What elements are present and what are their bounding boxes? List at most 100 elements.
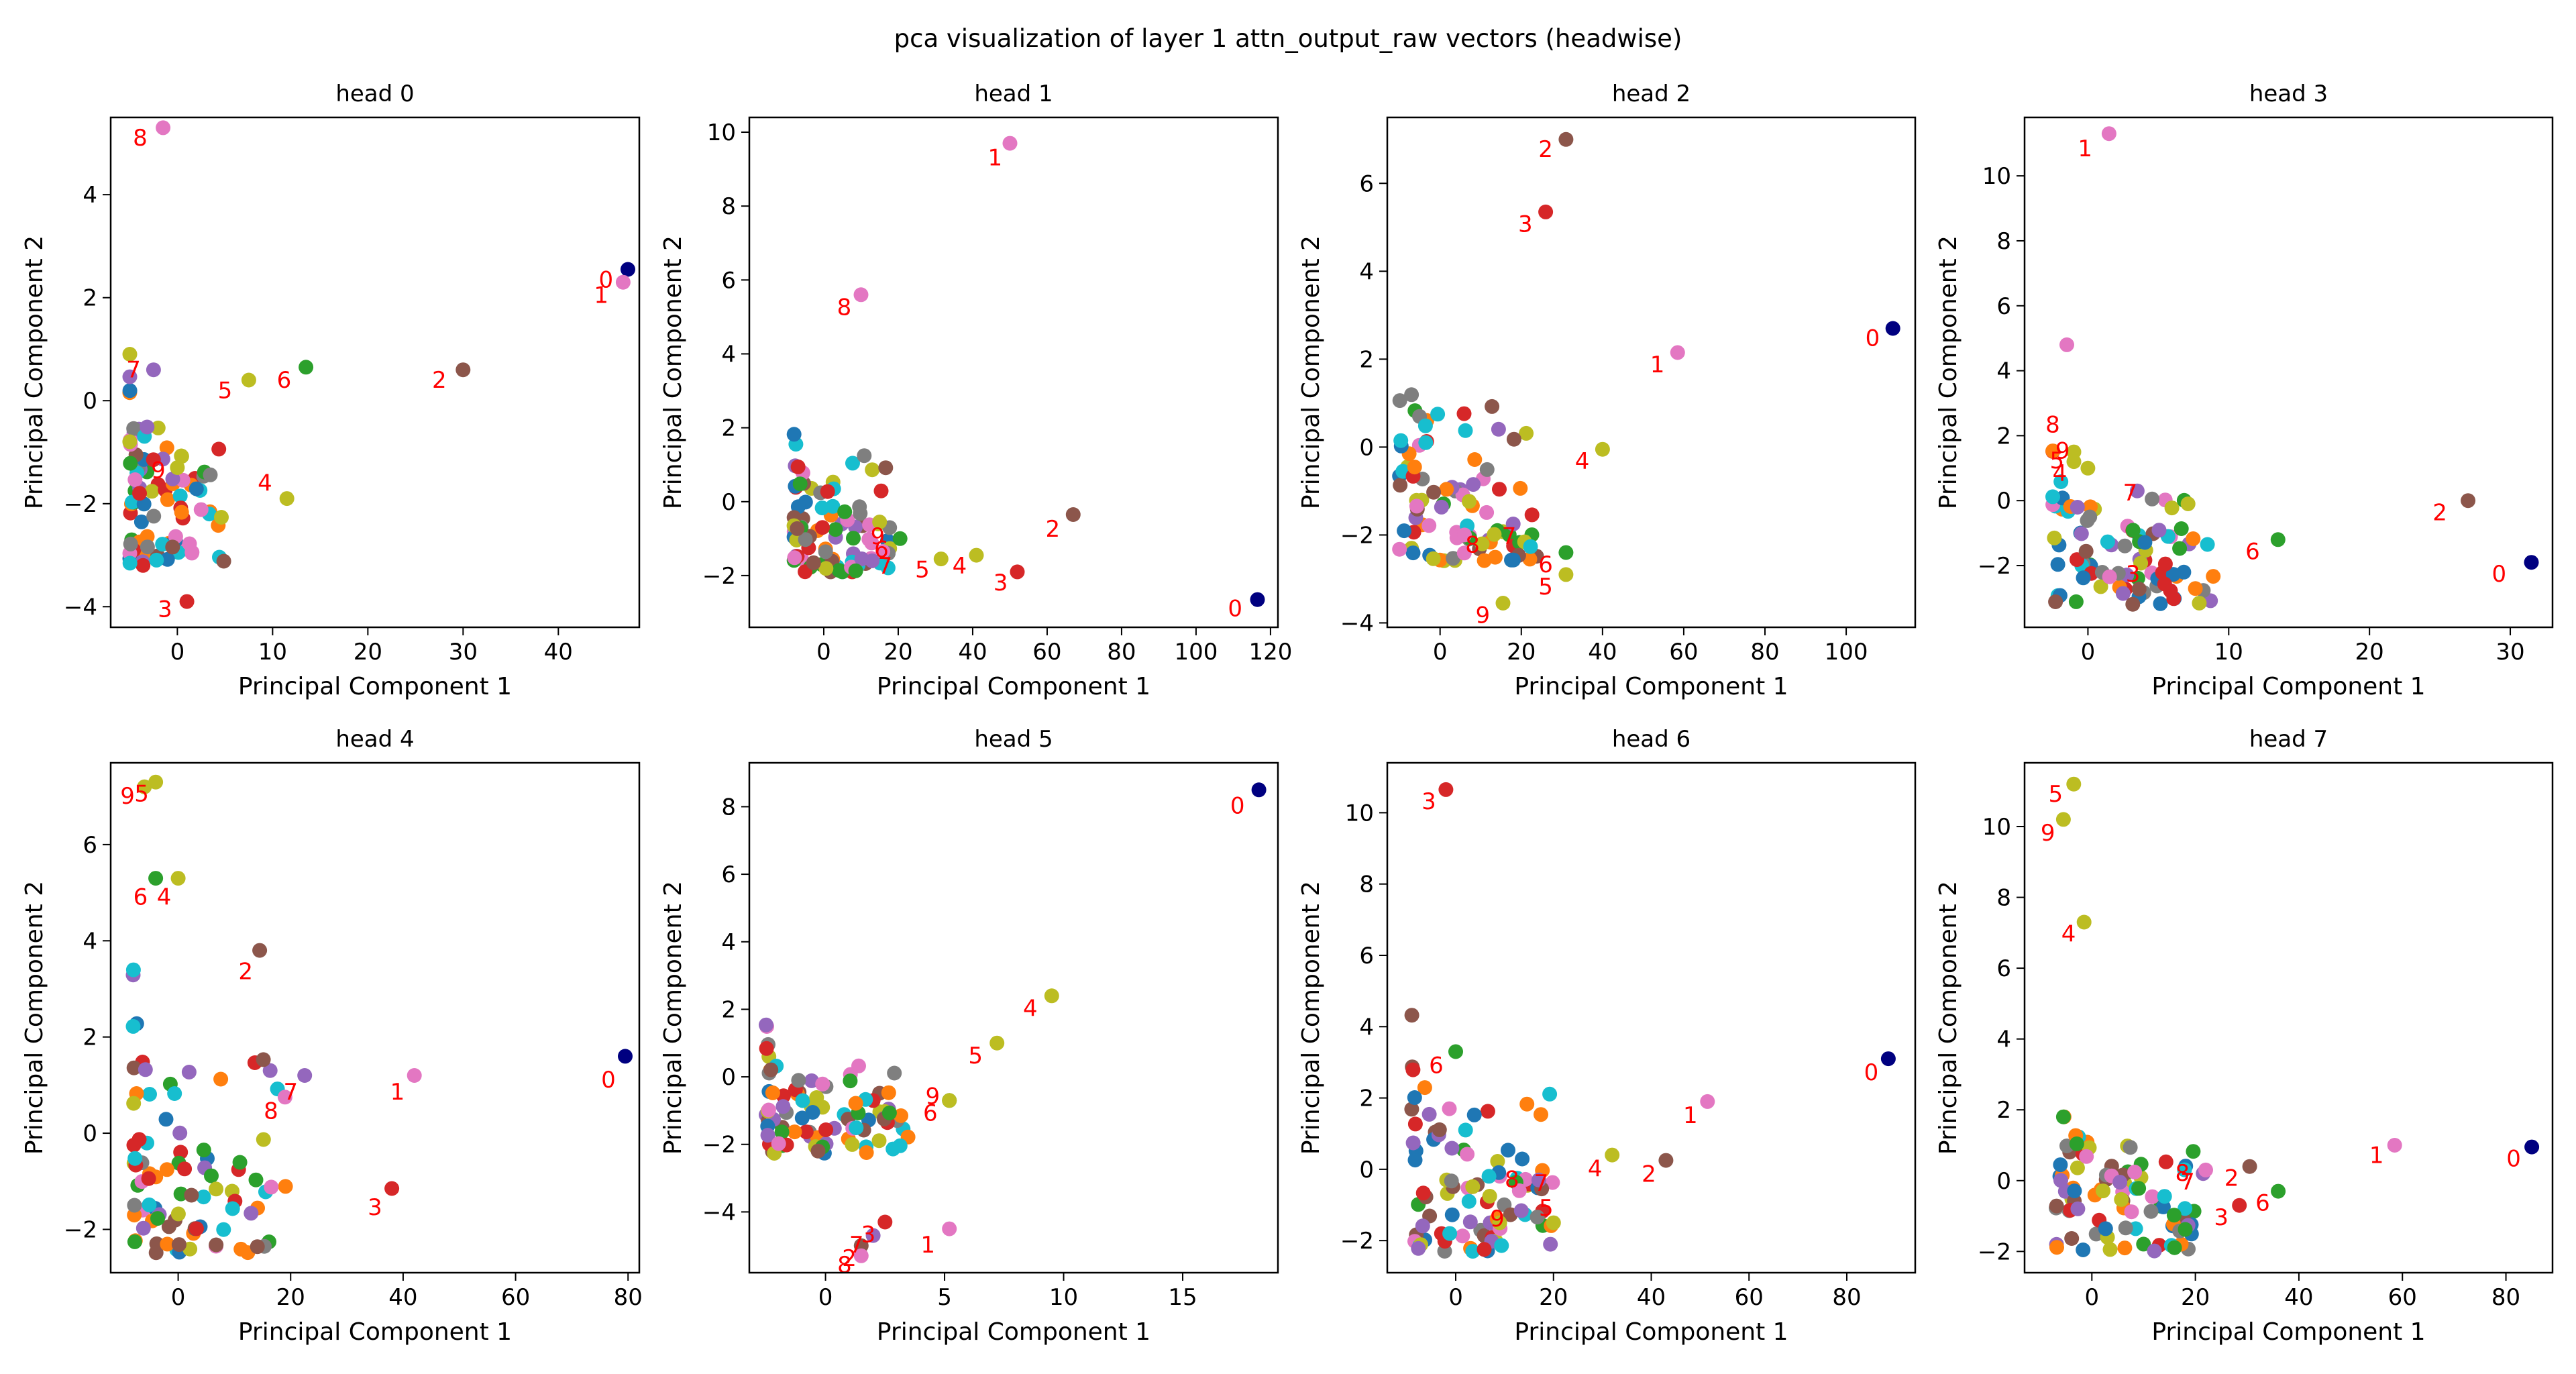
y-axis-label: Principal Component 2 (1935, 881, 1962, 1155)
cluster-point (2049, 1240, 2064, 1255)
cluster-point (126, 1060, 142, 1075)
point-label-4: 4 (953, 553, 967, 580)
cluster-point (1466, 1107, 1482, 1122)
data-point-4 (279, 491, 294, 507)
point-label-1: 1 (2369, 1142, 2384, 1169)
point-label-5: 5 (218, 377, 233, 404)
cluster-point (873, 483, 889, 498)
data-point-3 (2157, 556, 2173, 572)
y-tick-label: 6 (721, 861, 736, 888)
point-label-3: 3 (994, 570, 1008, 596)
cluster-point (2070, 1201, 2086, 1216)
x-tick-label: 40 (388, 1284, 417, 1311)
cluster-point (1444, 1207, 1460, 1222)
cluster-point (2157, 1189, 2172, 1204)
cluster-point (837, 504, 853, 519)
data-point-9 (942, 1093, 957, 1108)
cluster-point (845, 1137, 860, 1152)
cluster-point (170, 1206, 186, 1222)
cluster-point (173, 1145, 189, 1160)
axes-frame (748, 116, 1279, 629)
data-point-7 (2129, 483, 2145, 498)
cluster-point (160, 1236, 175, 1252)
data-point-5 (241, 372, 256, 388)
cluster-point (2050, 557, 2065, 572)
point-label-8: 8 (1465, 532, 1480, 559)
cluster-point (244, 1206, 259, 1221)
data-point-4 (2080, 460, 2096, 476)
figure-title: pca visualization of layer 1 attn_output… (894, 24, 1682, 53)
x-tick-label: 30 (2496, 639, 2524, 666)
cluster-point (1442, 1226, 1458, 1241)
cluster-point (818, 561, 834, 576)
cluster-point (2125, 596, 2141, 612)
cluster-point (174, 505, 189, 520)
cluster-point (127, 1151, 143, 1166)
cluster-point (1519, 1096, 1535, 1112)
cluster-point (2055, 1109, 2071, 1124)
point-label-7: 7 (849, 1232, 864, 1259)
cluster-point (165, 471, 180, 486)
cluster-point (2047, 530, 2062, 545)
cluster-point (2069, 1136, 2084, 1151)
cluster-point (2178, 1201, 2193, 1216)
cluster-point (787, 550, 802, 566)
data-point-2 (252, 943, 268, 958)
point-label-2: 2 (1538, 136, 1553, 163)
point-label-5: 5 (915, 557, 930, 584)
axes-frame (109, 761, 641, 1274)
cluster-point (1466, 477, 1481, 492)
y-tick-label: 8 (721, 794, 736, 821)
point-label-9: 9 (151, 457, 166, 484)
cluster-point (144, 484, 160, 499)
y-tick-label: 2 (721, 996, 736, 1023)
cluster-point (211, 441, 227, 457)
point-label-0: 0 (1866, 325, 1880, 352)
cluster-point (160, 551, 175, 567)
x-tick-label: 40 (544, 639, 573, 666)
cluster-point (126, 421, 142, 436)
point-label-5: 5 (968, 1043, 983, 1069)
cluster-point (1393, 433, 1409, 448)
cluster-point (1397, 523, 1412, 539)
data-point-3 (1438, 782, 1454, 797)
cluster-point (256, 1052, 271, 1067)
cluster-point (142, 1087, 157, 1102)
point-label-6: 6 (2255, 1190, 2270, 1217)
data-point-0 (2524, 555, 2539, 570)
cluster-point (1439, 482, 1454, 497)
cluster-point (2147, 1243, 2162, 1259)
data-point-8 (853, 287, 869, 303)
cluster-point (132, 486, 147, 501)
cluster-point (262, 1063, 278, 1078)
y-tick-label: 4 (1996, 1026, 2011, 1053)
cluster-point (815, 1076, 830, 1092)
cluster-point (1444, 1141, 1460, 1156)
y-axis-label: Principal Component 2 (659, 235, 687, 509)
x-axis-label: Principal Component 1 (1514, 673, 1788, 700)
point-label-2: 2 (432, 367, 447, 394)
x-tick-label: 60 (501, 1284, 530, 1311)
cluster-point (150, 420, 166, 435)
data-point-7 (1531, 1172, 1546, 1187)
cluster-point (1515, 1151, 1530, 1167)
point-label-6: 6 (277, 367, 292, 394)
cluster-point (2079, 1149, 2094, 1164)
axes-frame (748, 761, 1279, 1274)
point-label-5: 5 (134, 780, 149, 807)
data-point-5 (933, 551, 949, 567)
y-tick-label: 4 (1996, 358, 2011, 385)
y-tick-label: 6 (1359, 170, 1374, 197)
cluster-point (1421, 518, 1437, 533)
y-tick-label: 0 (1996, 1168, 2011, 1195)
cluster-point (843, 1073, 858, 1089)
cluster-point (2114, 1192, 2129, 1207)
cluster-point (131, 1132, 147, 1147)
cluster-point (1462, 494, 1477, 509)
x-tick-label: 20 (1507, 639, 1536, 666)
cluster-point (759, 1017, 773, 1033)
data-point-6 (2271, 1183, 2286, 1199)
data-point-8 (1457, 527, 1472, 543)
